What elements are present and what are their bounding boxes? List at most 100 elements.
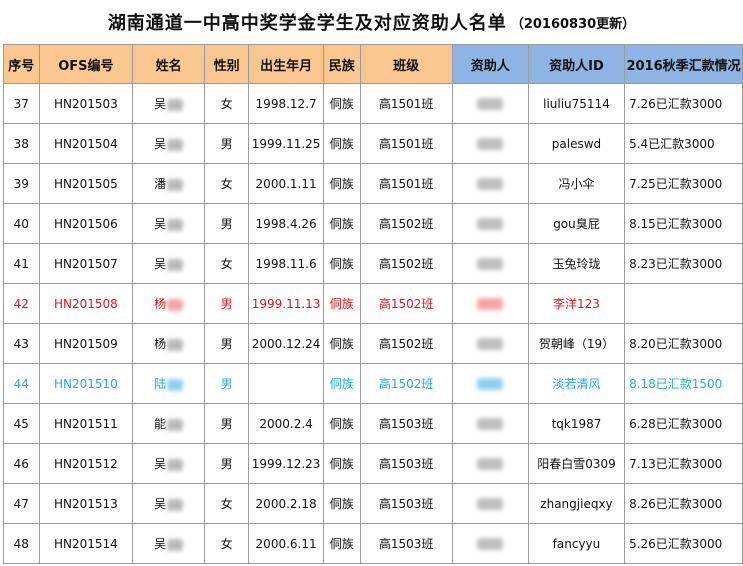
- cell-ethnic-text: 侗族: [329, 337, 354, 351]
- cell-name-text: 吴: [154, 537, 167, 551]
- cell-name-text: 能: [154, 417, 167, 431]
- cell-birth: 1999.12.23: [248, 443, 324, 484]
- cell-name: 吴: [132, 83, 206, 124]
- cell-name: 吴: [132, 443, 206, 484]
- header-gender: 性别: [204, 44, 250, 84]
- cell-gender: 女: [204, 163, 250, 204]
- page-title: 湖南通道一中高中奖学金学生及对应资助人名单 （20160830更新）: [0, 0, 743, 44]
- table-row: 47 HN201513 吴 女 2000.2.18 侗族 高1503班 zhangjieqxy…: [3, 483, 743, 524]
- header-birth: 出生年月: [248, 44, 324, 84]
- cell-ethnic-text: 侗族: [329, 257, 354, 271]
- cell-ofs-id-text: HN201505: [53, 176, 118, 191]
- table-row: 43 HN201509 杨 男 2000.12.24 侗族 高1502班 贺朝峰（19） 8.2…: [3, 323, 743, 364]
- cell-ethnic: 侗族: [322, 283, 361, 324]
- cell-sponsor-id-text: 冯小伞: [558, 177, 595, 191]
- cell-ofs-id: HN201509: [38, 323, 134, 364]
- cell-remittance: 5.26已汇款3000: [624, 523, 743, 564]
- cell-remittance-text: 7.25已汇款3000: [629, 177, 723, 191]
- cell-name: 吴: [132, 203, 206, 244]
- cell-sponsor-id-text: 贺朝峰（19）: [538, 337, 615, 351]
- cell-ethnic: 侗族: [322, 163, 361, 204]
- cell-ofs-id: HN201506: [38, 203, 134, 244]
- cell-class-text: 高1502班: [378, 257, 434, 271]
- cell-ethnic-text: 侗族: [329, 217, 354, 231]
- cell-no-text: 40: [13, 216, 29, 231]
- redacted-sponsor-name: [477, 138, 504, 150]
- cell-name: 吴: [132, 523, 206, 564]
- cell-gender: 男: [204, 323, 250, 364]
- cell-class: 高1503班: [359, 403, 453, 444]
- cell-gender-text: 男: [220, 417, 233, 431]
- cell-ofs-id: HN201508: [38, 283, 134, 324]
- cell-ofs-id-text: HN201504: [53, 136, 118, 151]
- cell-no: 48: [3, 523, 40, 564]
- cell-ofs-id: HN201512: [38, 443, 134, 484]
- table-row: 39 HN201505 潘 女 2000.1.11 侗族 高1501班 冯小伞 7.25已汇款3…: [3, 163, 743, 204]
- cell-remittance: [624, 283, 743, 324]
- cell-birth-text: 2000.1.11: [255, 176, 317, 191]
- cell-name-text: 吴: [154, 137, 167, 151]
- cell-sponsor-id-text: 阳春白雪0309: [537, 457, 616, 471]
- table-row: 46 HN201512 吴 男 1999.12.23 侗族 高1503班 阳春白雪0309 7.…: [3, 443, 743, 484]
- header-sponsor-id: 资助人ID: [527, 44, 626, 84]
- cell-ethnic: 侗族: [322, 443, 361, 484]
- cell-class: 高1501班: [359, 83, 453, 124]
- cell-ethnic: 侗族: [322, 523, 361, 564]
- cell-ethnic: 侗族: [322, 83, 361, 124]
- cell-birth: 2000.2.18: [248, 483, 324, 524]
- cell-no-text: 41: [13, 256, 29, 271]
- redacted-name: [167, 298, 184, 311]
- cell-name-text: 吴: [154, 217, 167, 231]
- cell-class: 高1502班: [359, 323, 453, 364]
- header-ethnic: 民族: [322, 44, 361, 84]
- cell-remittance-text: 8.18已汇款1500: [629, 377, 723, 391]
- cell-name: 吴: [132, 123, 206, 164]
- cell-ethnic: 侗族: [322, 403, 361, 444]
- header-remittance: 2016秋季汇款情况: [624, 44, 743, 84]
- cell-birth: 2000.1.11: [248, 163, 324, 204]
- redacted-name: [167, 258, 184, 271]
- cell-gender: 男: [204, 203, 250, 244]
- cell-class-text: 高1501班: [378, 137, 434, 151]
- cell-gender-text: 女: [220, 497, 233, 511]
- table-row: 40 HN201506 吴 男 1998.4.26 侗族 高1502班 gou臭屁 8.15已汇…: [3, 203, 743, 244]
- header-name: 姓名: [132, 44, 206, 84]
- cell-no: 44: [3, 363, 40, 404]
- cell-class-text: 高1503班: [378, 457, 434, 471]
- cell-birth: 1998.11.6: [248, 243, 324, 284]
- cell-sponsor-id: 玉兔玲珑: [527, 243, 626, 284]
- cell-class-text: 高1501班: [378, 177, 434, 191]
- redacted-name: [167, 458, 184, 471]
- cell-ofs-id: HN201514: [38, 523, 134, 564]
- cell-class-text: 高1503班: [378, 497, 434, 511]
- cell-gender-text: 男: [220, 217, 233, 231]
- table-header-row: 序号 OFS编号 姓名 性别 出生年月 民族 班级 资助人 资助人ID 2016…: [3, 44, 743, 84]
- cell-name: 陆: [132, 363, 206, 404]
- cell-ethnic-text: 侗族: [329, 417, 354, 431]
- cell-class-text: 高1503班: [378, 537, 434, 551]
- cell-ethnic-text: 侗族: [329, 457, 354, 471]
- cell-name-text: 杨: [154, 337, 167, 351]
- redacted-sponsor-name: [477, 498, 504, 510]
- cell-gender-text: 女: [220, 97, 233, 111]
- redacted-sponsor-name: [477, 98, 504, 110]
- table-row: 38 HN201504 吴 男 1999.11.25 侗族 高1501班 paleswd 5.4…: [3, 123, 743, 164]
- cell-class: 高1502班: [359, 283, 453, 324]
- cell-name: 能: [132, 403, 206, 444]
- cell-class: 高1502班: [359, 363, 453, 404]
- cell-gender: 男: [204, 403, 250, 444]
- cell-ethnic: 侗族: [322, 363, 361, 404]
- cell-gender-text: 女: [220, 177, 233, 191]
- cell-name: 吴: [132, 243, 206, 284]
- cell-ofs-id: HN201505: [38, 163, 134, 204]
- cell-sponsor-id: gou臭屁: [527, 203, 626, 244]
- cell-sponsor-id: 李洋123: [527, 283, 626, 324]
- cell-class: 高1503班: [359, 523, 453, 564]
- cell-birth: 2000.12.24: [248, 323, 324, 364]
- cell-class-text: 高1502班: [378, 337, 434, 351]
- redacted-sponsor-name: [477, 338, 504, 350]
- cell-class-text: 高1503班: [378, 417, 434, 431]
- cell-gender-text: 女: [220, 257, 233, 271]
- cell-gender: 女: [204, 243, 250, 284]
- cell-sponsor-id-text: tqk1987: [551, 416, 602, 431]
